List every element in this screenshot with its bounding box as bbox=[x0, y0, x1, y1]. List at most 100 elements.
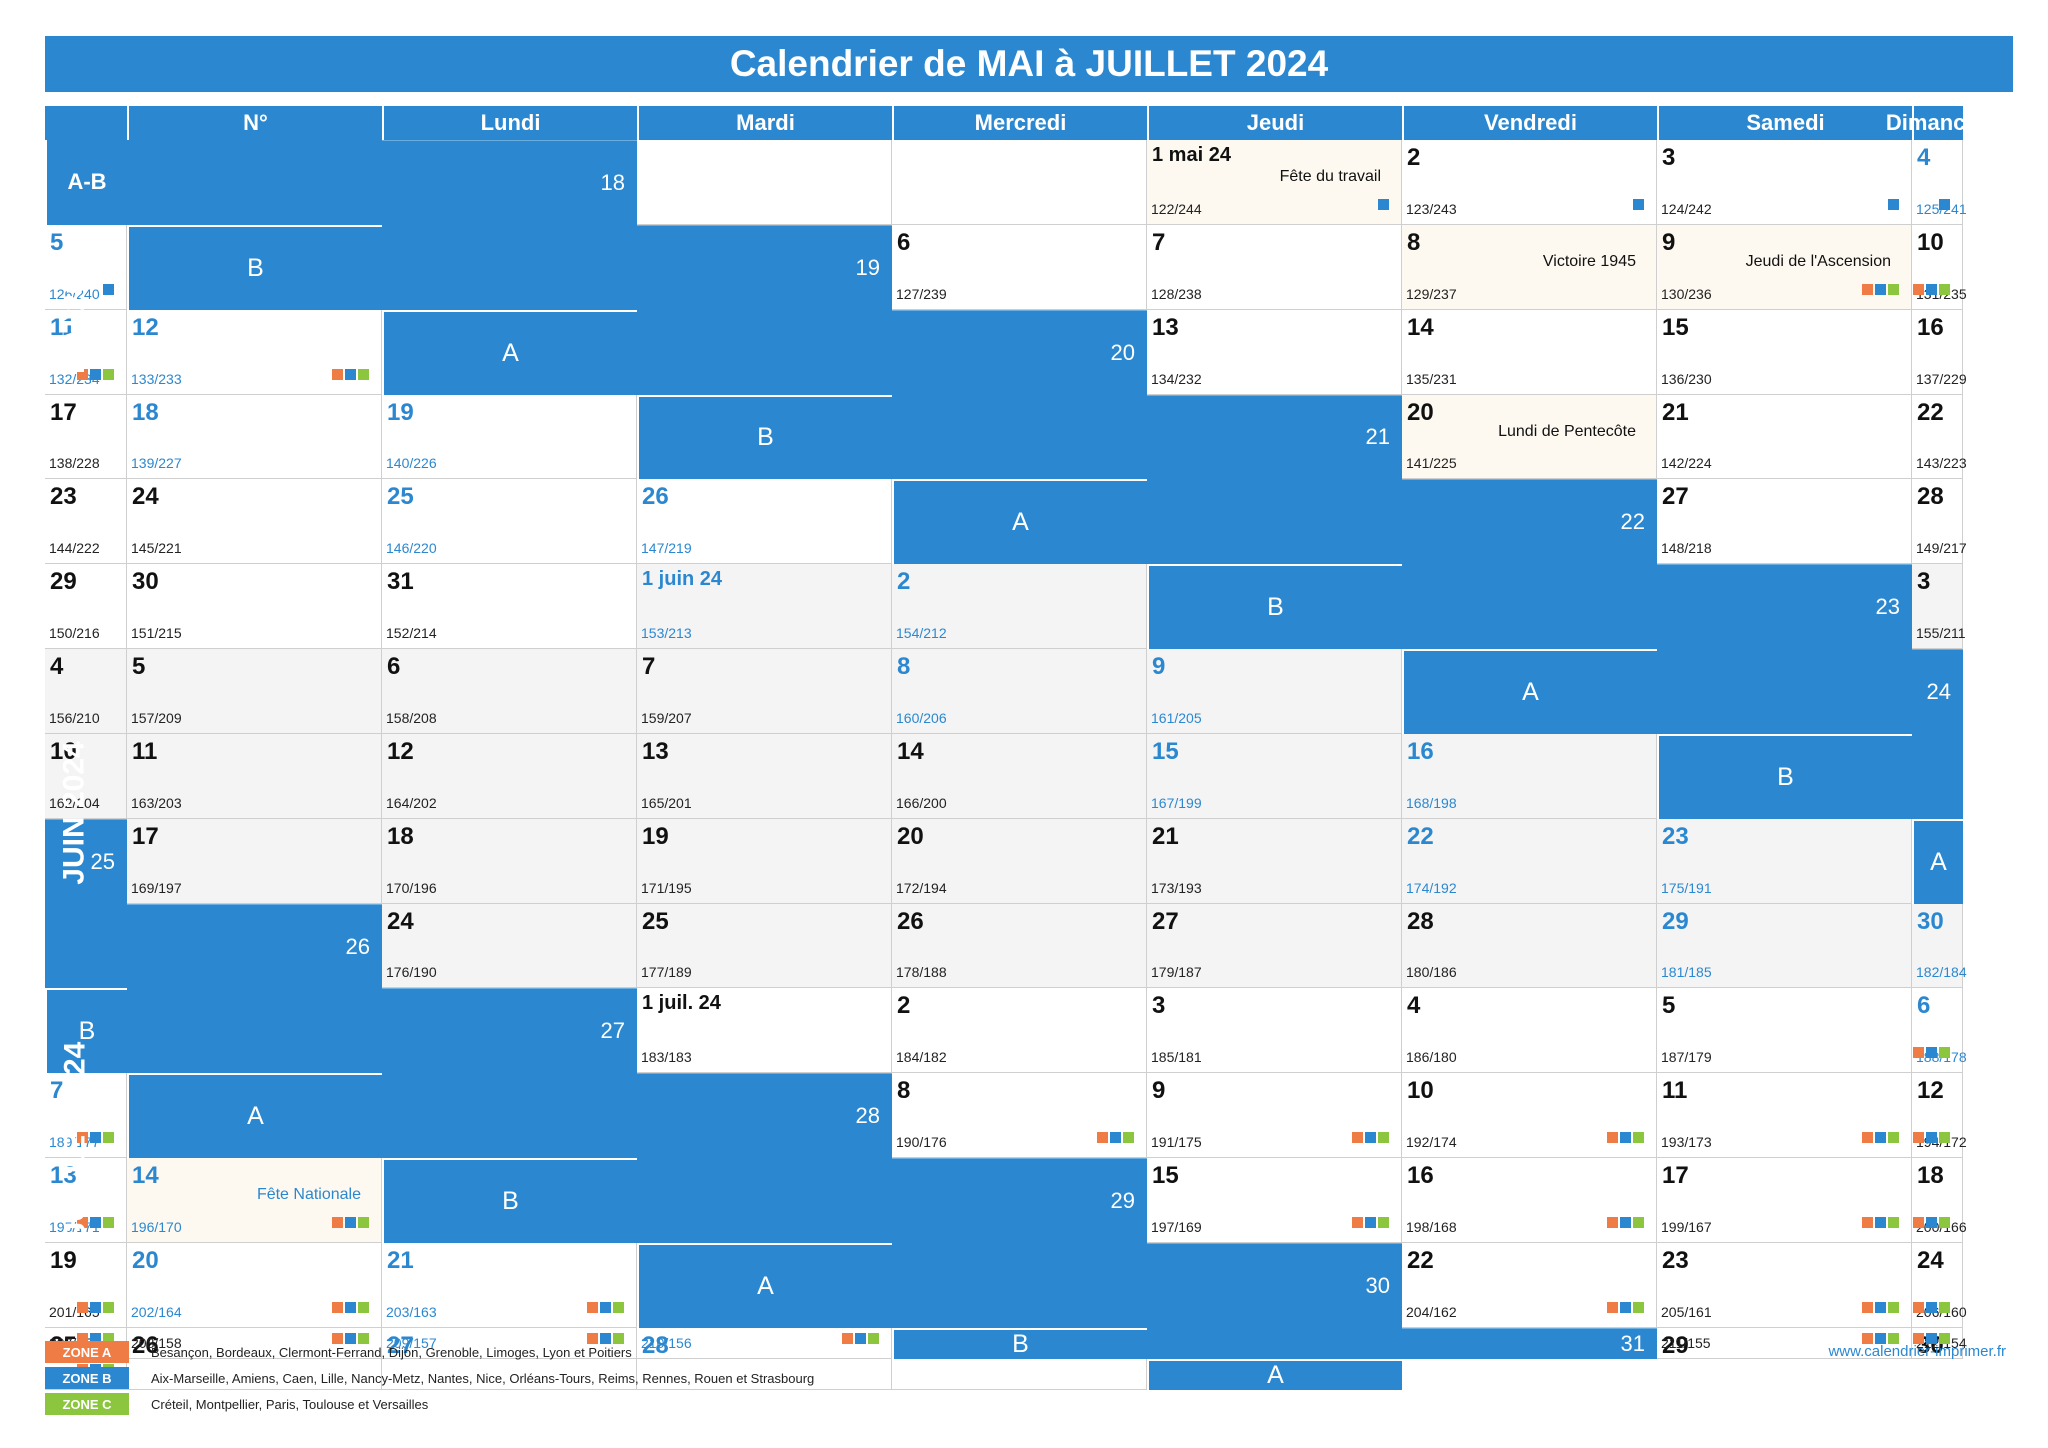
day-number: 27 bbox=[1662, 483, 1689, 511]
day-cell[interactable]: 30 182/184 bbox=[1912, 903, 1967, 989]
day-cell[interactable]: 13 134/232 bbox=[1147, 309, 1402, 395]
day-cell[interactable]: 15 136/230 bbox=[1657, 309, 1912, 395]
day-cell[interactable]: 9 161/205 bbox=[1147, 649, 1402, 734]
website-link[interactable]: www.calendrier-imprimer.fr bbox=[1828, 1343, 2006, 1360]
day-cell[interactable]: 18 139/227 bbox=[127, 394, 382, 480]
day-cell[interactable]: 26 147/219 bbox=[637, 479, 892, 565]
day-cell[interactable]: 30212/154 bbox=[1912, 1327, 1967, 1359]
day-cell[interactable]: 6 127/239 bbox=[892, 224, 1147, 310]
day-cell[interactable]: 27 148/218 bbox=[1657, 479, 1912, 565]
day-cell[interactable]: 22 204/162 bbox=[1402, 1242, 1657, 1328]
day-cell[interactable]: 13 195/171 bbox=[45, 1158, 127, 1243]
day-cell[interactable]: 9 Jeudi de l'Ascension 130/236 bbox=[1657, 224, 1912, 310]
day-cell[interactable]: 30 151/215 bbox=[127, 564, 382, 650]
day-cell[interactable]: 17 169/197 bbox=[127, 818, 382, 904]
day-cell[interactable]: 18200/166 bbox=[1912, 1158, 1967, 1243]
day-cell[interactable]: 4125/241 bbox=[1912, 140, 1967, 225]
day-cell[interactable]: 17 199/167 bbox=[1657, 1158, 1912, 1243]
day-cell[interactable]: 28 149/217 bbox=[1912, 479, 1967, 565]
day-cell[interactable]: 15 167/199 bbox=[1147, 733, 1402, 819]
day-cell[interactable]: 7 159/207 bbox=[637, 649, 892, 734]
day-cell[interactable]: 25 146/220 bbox=[382, 479, 637, 565]
day-number: 28 bbox=[1917, 483, 1944, 511]
day-cell[interactable]: 20 Lundi de Pentecôte 141/225 bbox=[1402, 394, 1657, 480]
day-cell[interactable]: 18 170/196 bbox=[382, 818, 637, 904]
day-cell[interactable]: 10 192/174 bbox=[1402, 1073, 1657, 1159]
day-count: 210/156 bbox=[641, 1334, 692, 1351]
day-cell[interactable]: 12194/172 bbox=[1912, 1073, 1967, 1159]
day-cell[interactable]: 7 189/177 bbox=[45, 1073, 127, 1159]
day-cell[interactable]: 3 155/211 bbox=[1912, 564, 1966, 650]
day-cell[interactable]: 16 168/198 bbox=[1402, 733, 1657, 819]
day-cell[interactable]: 17 138/228 bbox=[45, 394, 127, 480]
day-cell[interactable]: 29 150/216 bbox=[45, 564, 127, 650]
day-cell[interactable]: 27 209/157 bbox=[382, 1327, 637, 1359]
day-cell[interactable]: 20 202/164 bbox=[127, 1242, 382, 1328]
day-cell[interactable]: 24 176/190 bbox=[382, 903, 637, 989]
day-cell[interactable]: 10 162/204 bbox=[45, 733, 127, 819]
day-cell[interactable]: 22 174/192 bbox=[1402, 818, 1657, 904]
day-cell[interactable]: 1 juil. 24 183/183 bbox=[637, 988, 892, 1074]
day-cell[interactable]: 12 133/233 bbox=[127, 309, 382, 395]
day-cell[interactable]: 2 184/182 bbox=[892, 988, 1147, 1074]
day-cell[interactable]: 16 137/229 bbox=[1912, 309, 1967, 395]
day-cell[interactable]: 13 165/201 bbox=[637, 733, 892, 819]
day-cell[interactable]: 3 185/181 bbox=[1147, 988, 1402, 1074]
week-ab-label: B bbox=[127, 224, 382, 310]
day-cell[interactable]: 23 144/222 bbox=[45, 479, 127, 565]
day-cell[interactable]: 23 175/191 bbox=[1657, 818, 1912, 904]
day-cell[interactable]: 31 152/214 bbox=[382, 564, 637, 650]
day-count: 142/224 bbox=[1661, 455, 1712, 472]
day-cell[interactable]: 11 163/203 bbox=[127, 733, 382, 819]
day-cell[interactable]: 22 143/223 bbox=[1912, 394, 1967, 480]
day-cell[interactable]: 16 198/168 bbox=[1402, 1158, 1657, 1243]
month-column bbox=[1147, 479, 1402, 565]
day-cell[interactable]: 15 197/169 bbox=[1147, 1158, 1402, 1243]
day-cell[interactable]: 28 210/156 bbox=[637, 1327, 892, 1359]
day-cell[interactable]: 21 203/163 bbox=[382, 1242, 637, 1328]
day-cell[interactable]: 23 205/161 bbox=[1657, 1242, 1912, 1328]
day-cell[interactable]: 2 154/212 bbox=[892, 564, 1147, 650]
day-cell[interactable]: 8 190/176 bbox=[892, 1073, 1147, 1159]
day-cell[interactable]: 5 187/179 bbox=[1657, 988, 1912, 1074]
day-cell[interactable]: 19 171/195 bbox=[637, 818, 892, 904]
day-cell[interactable]: 26 208/158 bbox=[127, 1327, 382, 1359]
day-cell[interactable]: 4 156/210 bbox=[45, 649, 127, 734]
day-cell[interactable]: 19 201/165 bbox=[45, 1242, 127, 1328]
day-cell[interactable]: 24206/160 bbox=[1912, 1242, 1967, 1328]
day-cell[interactable]: 11 132/234 bbox=[45, 309, 127, 395]
day-cell[interactable]: 8 Victoire 1945 129/237 bbox=[1402, 224, 1657, 310]
school-holiday-zones bbox=[1378, 198, 1389, 210]
day-cell[interactable]: 8 160/206 bbox=[892, 649, 1147, 734]
day-cell[interactable]: 29 211/155 bbox=[1657, 1327, 1912, 1359]
day-cell[interactable]: 1 mai 24 Fête du travail 122/244 bbox=[1147, 140, 1402, 225]
day-cell[interactable]: 25 177/189 bbox=[637, 903, 892, 989]
day-cell[interactable]: 12 164/202 bbox=[382, 733, 637, 819]
day-cell[interactable]: 19 140/226 bbox=[382, 394, 637, 480]
day-cell[interactable]: 3 124/242 bbox=[1657, 140, 1912, 225]
day-cell[interactable]: 28 180/186 bbox=[1402, 903, 1657, 989]
day-cell[interactable]: 14 135/231 bbox=[1402, 309, 1657, 395]
day-cell[interactable]: 1 juin 24 153/213 bbox=[637, 564, 892, 650]
zone-c-marker bbox=[103, 1216, 114, 1228]
day-cell[interactable]: 27 179/187 bbox=[1147, 903, 1402, 989]
day-cell[interactable]: 20 172/194 bbox=[892, 818, 1147, 904]
day-cell[interactable]: 21 142/224 bbox=[1657, 394, 1912, 480]
day-cell[interactable]: 26 178/188 bbox=[892, 903, 1147, 989]
day-cell[interactable]: 10131/235 bbox=[1912, 224, 1967, 310]
day-cell[interactable]: 21 173/193 bbox=[1147, 818, 1402, 904]
day-cell[interactable]: 2 123/243 bbox=[1402, 140, 1657, 225]
day-cell[interactable]: 5 126/240 bbox=[45, 224, 127, 310]
day-cell[interactable]: 7 128/238 bbox=[1147, 224, 1402, 310]
day-count: 190/176 bbox=[896, 1134, 947, 1151]
day-cell[interactable]: 14 Fête Nationale 196/170 bbox=[127, 1158, 382, 1243]
day-cell[interactable]: 29 181/185 bbox=[1657, 903, 1912, 989]
day-cell[interactable]: 24 145/221 bbox=[127, 479, 382, 565]
day-cell[interactable]: 6 158/208 bbox=[382, 649, 637, 734]
day-cell[interactable]: 9 191/175 bbox=[1147, 1073, 1402, 1159]
day-cell[interactable]: 5 157/209 bbox=[127, 649, 382, 734]
day-cell[interactable]: 6188/178 bbox=[1912, 988, 1967, 1074]
day-cell[interactable]: 4 186/180 bbox=[1402, 988, 1657, 1074]
day-cell[interactable]: 11 193/173 bbox=[1657, 1073, 1912, 1159]
day-cell[interactable]: 14 166/200 bbox=[892, 733, 1147, 819]
